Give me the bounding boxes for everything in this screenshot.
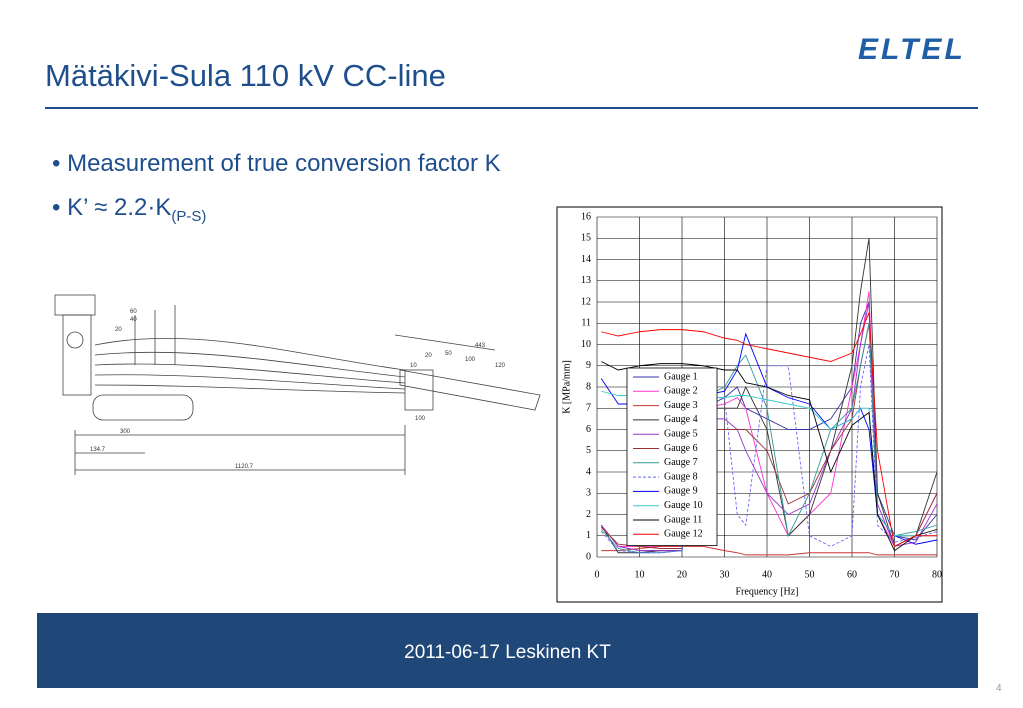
legend-label: Gauge 11 <box>664 514 702 525</box>
legend-label: Gauge 6 <box>664 443 698 454</box>
y-axis-label: K [MPa/mm] <box>561 360 572 414</box>
slide-title: Mätäkivi-Sula 110 kV CC-line <box>45 58 446 93</box>
dimension-label: 100 <box>415 416 426 422</box>
legend-label: Gauge 2 <box>664 386 698 397</box>
y-tick-label: 16 <box>581 211 591 222</box>
legend-box <box>626 367 718 547</box>
dimension-label: 443 <box>475 343 486 349</box>
y-tick-label: 15 <box>581 233 591 244</box>
y-tick-label: 11 <box>581 318 591 329</box>
y-tick-label: 5 <box>586 445 591 456</box>
dimension-label: 20 <box>425 353 432 359</box>
page-number: 4 <box>996 683 1002 694</box>
series-line <box>601 545 937 556</box>
legend-label: Gauge 5 <box>664 428 698 439</box>
clamp-drawing: 60 40 20 300 134.7 1120.7 443 20 50 100 120 10 100 <box>54 294 541 475</box>
y-tick-label: 0 <box>586 551 591 562</box>
legend-label: Gauge 12 <box>664 529 703 540</box>
legend-label: Gauge 7 <box>664 457 698 468</box>
legend-label: Gauge 3 <box>664 400 698 411</box>
y-tick-label: 1 <box>586 530 591 541</box>
y-tick-label: 8 <box>586 381 591 392</box>
y-tick-label: 4 <box>586 466 591 477</box>
dimension-label: 300 <box>120 429 131 435</box>
x-tick-label: 60 <box>847 569 857 580</box>
dimension-label: 40 <box>130 317 137 323</box>
y-tick-label: 6 <box>586 424 591 435</box>
legend-label: Gauge 10 <box>664 500 703 511</box>
legend-label: Gauge 4 <box>664 414 698 425</box>
series-line <box>601 361 938 552</box>
y-tick-label: 10 <box>581 339 591 350</box>
footer: 2011-06-17 Leskinen KT <box>37 613 978 688</box>
series-line <box>600 301 938 552</box>
x-tick-label: 40 <box>762 569 772 580</box>
y-tick-label: 2 <box>586 509 591 520</box>
dimension-label: 60 <box>130 309 137 315</box>
x-tick-label: 0 <box>595 569 600 580</box>
bullet: Measurement of true conversion factor K <box>52 150 501 178</box>
bullet-subscript: (P-S) <box>171 207 207 225</box>
bullet-text: Measurement of true conversion factor K <box>67 150 501 177</box>
legend-label: Gauge 9 <box>664 486 698 497</box>
x-tick-label: 70 <box>890 569 900 580</box>
y-tick-label: 12 <box>581 296 591 307</box>
title-rule <box>45 107 978 109</box>
legend-label: Gauge 8 <box>664 471 698 482</box>
x-tick-label: 10 <box>635 569 645 580</box>
legend-label: Gauge 1 <box>664 371 698 382</box>
dimension-label: 120 <box>495 363 506 369</box>
bullet-text: K’ ≈ 2.2·K <box>67 194 172 221</box>
dimension-label: 20 <box>115 327 122 333</box>
dimension-label: 50 <box>445 351 452 357</box>
y-tick-label: 14 <box>581 254 591 265</box>
y-tick-label: 13 <box>581 275 591 286</box>
dimension-label: 134.7 <box>90 447 106 453</box>
bullet: K’ ≈ 2.2·K(P-S) <box>52 194 501 225</box>
y-tick-label: 7 <box>586 403 591 414</box>
dimension-label: 100 <box>465 357 476 363</box>
x-tick-label: 20 <box>677 569 687 580</box>
x-tick-label: 30 <box>720 569 730 580</box>
y-tick-label: 3 <box>586 488 591 499</box>
bullet-list: Measurement of true conversion factor K … <box>52 150 501 241</box>
chart-frame <box>556 206 943 603</box>
logo: ELTEL <box>858 33 966 66</box>
series-line <box>601 312 937 548</box>
x-tick-label: 50 <box>805 569 815 580</box>
y-tick-label: 9 <box>586 360 591 371</box>
x-axis-label: Frequency [Hz] <box>735 586 798 597</box>
dimension-label: 1120.7 <box>235 464 254 470</box>
dimension-label: 10 <box>410 363 417 369</box>
x-tick-label: 80 <box>932 569 942 580</box>
